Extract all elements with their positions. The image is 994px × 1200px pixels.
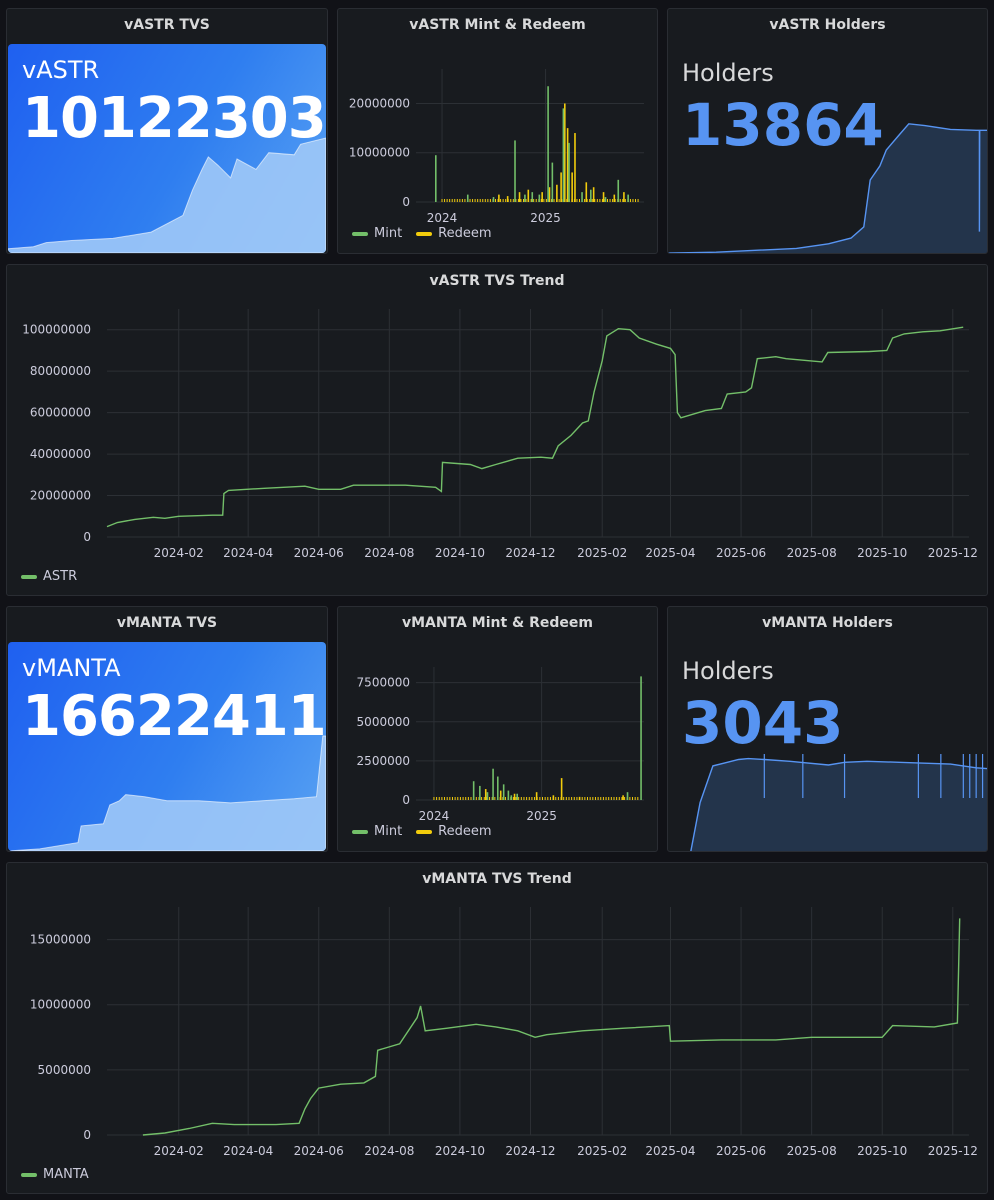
x-tick-label: 2024	[427, 211, 458, 225]
series-line-manta	[142, 918, 961, 1136]
panel-title: vASTR TVS Trend	[429, 273, 565, 289]
vastr-tvs-panel: vASTR TVS vASTR 101223031	[6, 8, 328, 254]
y-tick-label: 5000000	[357, 715, 410, 729]
y-tick-label: 40000000	[30, 447, 91, 461]
vmanta-tvs-trend-chart: 0 5000000 10000000 15000000 2024-02 2024-04 20…	[30, 907, 978, 1158]
vmanta-tvs-sparkline	[8, 735, 326, 851]
y-tick-label: 10000000	[349, 146, 410, 160]
stat-value: 16622411	[22, 684, 326, 749]
x-tick-label: 2024-02	[154, 1144, 204, 1158]
panel-title: vASTR Mint & Redeem	[409, 17, 586, 33]
vmanta-tvs-stat: vMANTA 16622411	[8, 642, 326, 851]
stat-spark-area	[8, 137, 326, 253]
panel-title: vASTR Holders	[769, 17, 886, 33]
vmanta-holders-sparkline	[690, 754, 987, 851]
x-tick-label: 2024-12	[505, 1144, 555, 1158]
panel-title: vASTR TVS	[124, 17, 210, 33]
vastr-holders-sparkline	[668, 123, 987, 253]
stat-spark-area	[8, 735, 326, 851]
x-tick-label: 2025-04	[645, 546, 695, 560]
y-tick-label: 0	[83, 1128, 91, 1142]
stat-label: vMANTA	[22, 654, 121, 682]
x-tick-label: 2025-08	[787, 546, 837, 560]
chart-legend: ASTR	[21, 569, 77, 584]
x-tick-label: 2025-10	[857, 546, 907, 560]
vmanta-tvs-trend-panel: vMANTA TVS Trend 0 5000000 10000000 1500000…	[6, 862, 988, 1194]
x-tick-label: 2024-04	[223, 546, 273, 560]
holders-area	[673, 123, 987, 253]
y-tick-label: 0	[402, 195, 410, 209]
stat-value: 13864	[682, 91, 884, 159]
x-tick-label: 2025-06	[716, 546, 766, 560]
holders-area	[690, 758, 987, 851]
x-tick-label: 2024-02	[154, 546, 204, 560]
legend-item-manta[interactable]: MANTA	[21, 1167, 89, 1182]
stat-value: 101223031	[22, 86, 326, 151]
chart-legend: Mint Redeem	[352, 226, 492, 241]
legend-item-redeem[interactable]: Redeem	[416, 824, 492, 839]
panel-title: vMANTA TVS Trend	[422, 871, 572, 887]
legend-item-mint[interactable]: Mint	[352, 226, 402, 241]
vmanta-mint-redeem-chart: 0 2500000 5000000 7500000 2024 2025	[357, 667, 644, 823]
x-tick-label: 2024-08	[364, 1144, 414, 1158]
x-tick-label: 2024-10	[435, 1144, 485, 1158]
legend-item-redeem[interactable]: Redeem	[416, 226, 492, 241]
y-tick-label: 5000000	[38, 1063, 91, 1077]
y-tick-label: 20000000	[30, 489, 91, 503]
vastr-tvs-stat: vASTR 101223031	[8, 44, 326, 253]
x-tick-label: 2025-02	[577, 1144, 627, 1158]
y-tick-label: 100000000	[22, 323, 91, 337]
vastr-tvs-trend-chart: 0 20000000 40000000 60000000 80000000 1000000…	[22, 309, 978, 560]
x-tick-label: 2025-12	[928, 1144, 978, 1158]
x-tick-label: 2024-08	[364, 546, 414, 560]
vastr-tvs-trend-panel: vASTR TVS Trend 0 20000000 40000000 6000000…	[6, 264, 988, 596]
vmanta-holders-panel: vMANTA Holders Holders 3043	[667, 606, 988, 852]
x-tick-label: 2024-10	[435, 546, 485, 560]
vmanta-mint-redeem-panel: vMANTA Mint & Redeem 0 2500000 5000000 7500…	[337, 606, 658, 852]
x-tick-label: 2025-02	[577, 546, 627, 560]
y-tick-label: 20000000	[349, 96, 410, 110]
panel-title: vMANTA Mint & Redeem	[401, 615, 593, 631]
panel-title: vMANTA Holders	[762, 615, 893, 631]
x-tick-label: 2025	[526, 809, 557, 823]
stat-value: 3043	[682, 689, 844, 757]
x-tick-label: 2025-12	[928, 546, 978, 560]
x-tick-label: 2025-08	[787, 1144, 837, 1158]
x-tick-label: 2024-06	[294, 1144, 344, 1158]
holders-line	[690, 757, 987, 851]
y-tick-label: 0	[402, 793, 410, 807]
x-tick-label: 2024	[419, 809, 450, 823]
x-tick-label: 2024-04	[223, 1144, 273, 1158]
x-tick-label: 2024-06	[294, 546, 344, 560]
stat-label: Holders	[682, 59, 774, 87]
vastr-mint-redeem-chart: 0 10000000 20000000 2024 2025	[349, 69, 644, 225]
series-line-astr	[106, 326, 964, 528]
y-tick-label: 60000000	[30, 406, 91, 420]
stat-label: vASTR	[22, 56, 100, 84]
holders-line	[668, 123, 987, 253]
vastr-tvs-sparkline	[8, 137, 326, 253]
y-tick-label: 2500000	[357, 754, 410, 768]
vmanta-tvs-panel: vMANTA TVS vMANTA 16622411	[6, 606, 328, 852]
x-tick-label: 2024-12	[505, 546, 555, 560]
chart-legend: Mint Redeem	[352, 824, 492, 839]
y-tick-label: 0	[83, 530, 91, 544]
x-tick-label: 2025	[530, 211, 561, 225]
legend-item-mint[interactable]: Mint	[352, 824, 402, 839]
y-tick-label: 80000000	[30, 364, 91, 378]
x-tick-label: 2025-04	[645, 1144, 695, 1158]
panel-title: vMANTA TVS	[116, 615, 218, 631]
chart-legend: MANTA	[21, 1167, 89, 1182]
vastr-holders-panel: vASTR Holders Holders 13864	[667, 8, 988, 254]
vastr-mint-redeem-panel: vASTR Mint & Redeem 0 10000000 20000000 202…	[337, 8, 658, 254]
x-tick-label: 2025-10	[857, 1144, 907, 1158]
y-tick-label: 10000000	[30, 998, 91, 1012]
stat-label: Holders	[682, 657, 774, 685]
y-tick-label: 15000000	[30, 933, 91, 947]
x-tick-label: 2025-06	[716, 1144, 766, 1158]
legend-item-astr[interactable]: ASTR	[21, 569, 77, 584]
y-tick-label: 7500000	[357, 676, 410, 690]
